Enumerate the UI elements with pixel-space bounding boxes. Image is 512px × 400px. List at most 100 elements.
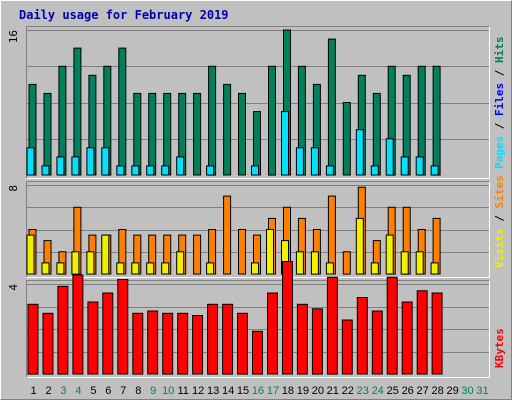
bar-visits	[370, 262, 379, 275]
bar-visits	[206, 262, 215, 275]
legend-part: Files	[493, 83, 506, 116]
bar-kbytes	[72, 274, 84, 375]
bar-pages	[385, 138, 394, 176]
bar-kbytes	[132, 312, 144, 375]
bar-kbytes	[311, 308, 323, 375]
bar-sites	[327, 195, 336, 275]
bar-sites	[238, 229, 246, 275]
bar-visits	[176, 251, 185, 275]
bar-pages	[355, 129, 364, 176]
bar-pages	[56, 156, 65, 176]
x-tick-label: 8	[135, 385, 141, 397]
x-tick-label: 22	[342, 385, 354, 397]
chart-panels: 16 Pages / Files / Hits 8 Visits / Sites 4 KB…	[7, 26, 506, 378]
bar-visits	[430, 262, 439, 275]
bar-visits	[146, 262, 155, 275]
legend-part: Sites	[493, 175, 506, 208]
bar-pages	[430, 165, 439, 176]
x-tick-label: 5	[90, 385, 96, 397]
bar-kbytes	[326, 276, 338, 375]
bar-visits	[131, 262, 140, 275]
y-tick-label: 4	[7, 284, 20, 291]
x-tick-label: 3	[60, 385, 66, 397]
x-tick-label: 6	[105, 385, 111, 397]
panel-kbytes: 4 KBytes	[7, 261, 506, 378]
bar-hits	[118, 47, 127, 176]
panel-visits-sites: 8 Visits / Sites	[7, 175, 506, 278]
bar-kbytes	[192, 315, 204, 375]
x-tick-label: 7	[120, 385, 126, 397]
bar-pages	[176, 156, 185, 176]
bar-pages	[71, 156, 80, 176]
x-tick-label: 12	[192, 385, 204, 397]
series-kbytes	[27, 261, 443, 375]
bar-pages	[26, 147, 35, 176]
y-tick-label: 8	[7, 185, 20, 192]
x-tick-label: 31	[476, 385, 488, 397]
legend-hits-files-pages: Pages / Files / Hits	[493, 37, 506, 170]
bar-kbytes	[177, 312, 189, 375]
legend-part: /	[493, 63, 506, 83]
bar-kbytes	[282, 261, 293, 375]
bar-hits	[238, 92, 246, 176]
x-tick-label: 19	[297, 385, 309, 397]
bar-kbytes	[42, 312, 54, 375]
bar-kbytes	[117, 279, 129, 375]
bar-kbytes	[147, 310, 159, 375]
bar-kbytes	[356, 297, 368, 375]
x-tick-label: 4	[75, 385, 81, 397]
bar-kbytes	[57, 285, 69, 375]
bar-pages	[41, 165, 50, 176]
bar-visits	[26, 234, 35, 275]
x-tick-label: 13	[207, 385, 219, 397]
bar-kbytes	[222, 303, 234, 375]
bar-pages	[281, 111, 289, 176]
y-tick-label: 16	[7, 30, 20, 43]
series-visits	[26, 217, 439, 275]
bar-pages	[116, 165, 125, 176]
x-tick-label: 2	[45, 385, 51, 397]
bar-pages	[295, 147, 304, 176]
bar-visits	[161, 262, 170, 275]
bar-visits	[116, 262, 125, 275]
bar-kbytes	[416, 290, 428, 375]
chart-title: Daily usage for February 2019	[19, 8, 229, 22]
x-axis: 1 2 3 4 5 6 7 8 9 10 11 12 13 14 15 16 17 18 19 20 21 22 23 24 2…	[30, 385, 488, 397]
bar-visits	[251, 262, 259, 275]
bar-pages	[251, 165, 259, 176]
legend-part: KBytes	[493, 328, 506, 368]
bar-visits	[86, 251, 95, 275]
x-tick-label: 1	[30, 385, 36, 397]
x-tick-label: 26	[402, 385, 414, 397]
x-tick-label: 24	[372, 385, 384, 397]
legend-part: Visits	[493, 228, 506, 268]
x-tick-label: 17	[267, 385, 279, 397]
bar-hits	[223, 83, 232, 176]
bar-hits	[133, 92, 142, 176]
x-tick-label: 30	[461, 385, 473, 397]
bar-pages	[400, 156, 409, 176]
bar-hits	[43, 92, 52, 176]
bar-kbytes	[401, 301, 413, 375]
bar-kbytes	[162, 312, 174, 375]
bar-hits	[193, 92, 202, 176]
bar-kbytes	[27, 303, 39, 375]
x-tick-label: 15	[237, 385, 249, 397]
bar-kbytes	[371, 310, 383, 375]
bar-hits	[208, 65, 217, 176]
bar-pages	[161, 165, 170, 176]
bar-hits	[73, 47, 82, 176]
bar-kbytes	[386, 276, 398, 375]
bar-kbytes	[431, 292, 443, 375]
bar-kbytes	[267, 292, 278, 375]
bar-kbytes	[87, 301, 99, 375]
legend-part: Hits	[493, 37, 506, 64]
x-tick-label: 16	[252, 385, 264, 397]
legend-kbytes: KBytes	[493, 328, 506, 368]
x-tick-label: 9	[150, 385, 156, 397]
bar-kbytes	[341, 319, 353, 375]
bar-visits	[71, 251, 80, 275]
bar-visits	[355, 217, 364, 275]
bar-hits	[148, 92, 157, 176]
bar-hits	[163, 92, 172, 176]
